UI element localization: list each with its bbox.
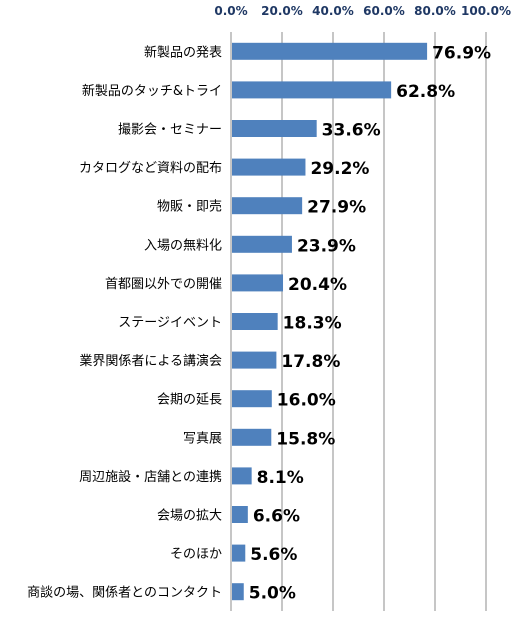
data-label: 15.8%	[276, 429, 335, 449]
category-label: 新製品のタッチ&トライ	[82, 83, 222, 99]
bar	[232, 583, 244, 601]
category-label: 会場の拡大	[157, 509, 222, 524]
data-labels: 76.9% 62.8% 33.6% 29.2% 27.9% 23.9% 20.4% 18.3%…	[249, 43, 491, 603]
data-label: 20.4%	[288, 275, 347, 295]
data-label: 29.2%	[310, 159, 369, 179]
category-label: 入場の無料化	[144, 238, 222, 253]
bar	[232, 351, 277, 369]
category-label: 撮影会・セミナー	[118, 122, 222, 138]
bar	[232, 544, 246, 562]
bar	[232, 81, 392, 99]
x-tick-label: 0.0%	[214, 4, 247, 18]
data-label: 5.0%	[249, 584, 296, 604]
category-label: ステージイベント	[118, 316, 222, 331]
data-label: 23.9%	[297, 236, 356, 256]
category-label: 商談の場、関係者とのコンタクト	[27, 585, 222, 601]
bar	[232, 467, 252, 485]
category-label: 物販・即売	[157, 199, 222, 215]
bar	[232, 158, 306, 176]
data-label: 76.9%	[432, 43, 491, 63]
data-label: 33.6%	[322, 121, 381, 141]
bar	[232, 274, 284, 292]
bar	[232, 197, 303, 215]
bar	[232, 313, 278, 330]
bar	[232, 390, 272, 408]
data-label: 6.6%	[253, 507, 300, 527]
bar	[232, 428, 272, 446]
bar	[232, 235, 292, 253]
category-label: 写真展	[183, 431, 222, 446]
data-label: 27.9%	[307, 198, 366, 218]
data-label: 16.0%	[277, 391, 336, 411]
category-label: 業界関係者による講演会	[79, 353, 222, 369]
category-label: そのほか	[170, 547, 222, 562]
x-tick-label: 80.0%	[414, 4, 456, 18]
category-label: 新製品の発表	[144, 44, 222, 60]
x-tick-label: 40.0%	[312, 4, 354, 18]
category-label: カタログなど資料の配布	[79, 161, 222, 176]
bars	[232, 42, 428, 601]
category-label: 会期の延長	[157, 393, 222, 408]
data-label: 62.8%	[396, 82, 455, 102]
category-labels: 新製品の発表新製品のタッチ&トライ撮影会・セミナーカタログなど資料の配布物販・即…	[27, 44, 222, 600]
x-tick-label: 20.0%	[261, 4, 303, 18]
bar	[232, 42, 428, 60]
category-label: 首都圏以外での開催	[105, 277, 222, 292]
data-label: 8.1%	[257, 468, 304, 488]
data-label: 5.6%	[250, 545, 297, 565]
data-label: 18.3%	[283, 314, 342, 334]
x-tick-label: 100.0%	[461, 4, 511, 18]
x-tick-label: 60.0%	[363, 4, 405, 18]
bar	[232, 120, 317, 137]
category-label: 周辺施設・店舗との連携	[79, 469, 222, 485]
data-label: 17.8%	[281, 352, 340, 372]
bar	[232, 506, 248, 523]
x-axis-ticks: 0.0% 20.0% 40.0% 60.0% 80.0% 100.0%	[214, 4, 511, 18]
